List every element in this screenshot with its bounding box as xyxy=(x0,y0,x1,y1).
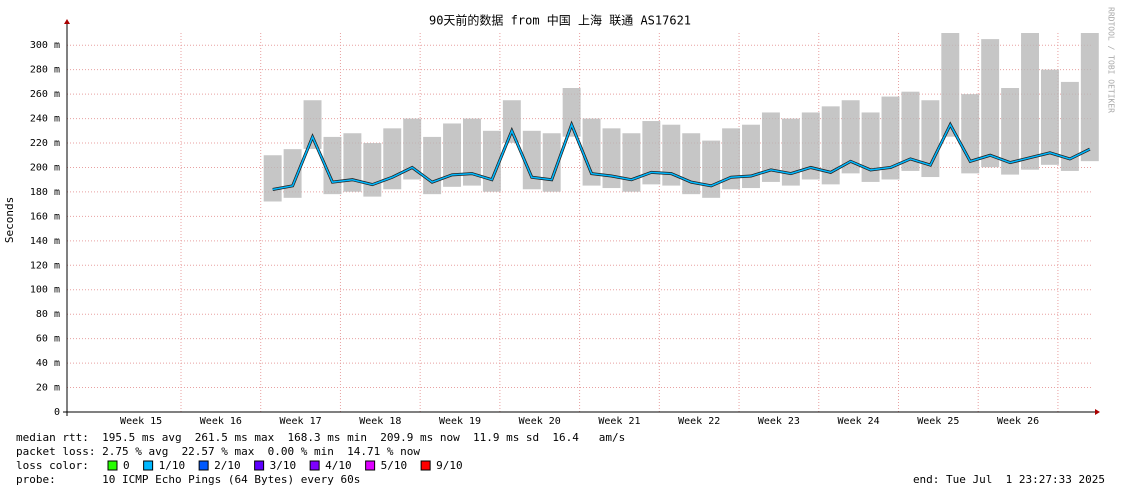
loss-entry: 0 xyxy=(123,459,130,472)
loss-swatch xyxy=(309,460,320,471)
smoke-bar xyxy=(821,106,840,185)
median-line xyxy=(272,122,1091,191)
y-tick-label: 200 m xyxy=(30,162,60,173)
smoke-bar xyxy=(363,143,382,197)
x-tick-label: Week 16 xyxy=(200,416,242,427)
y-arrow xyxy=(64,19,70,24)
smoke-bar xyxy=(781,118,800,186)
smoke-bar xyxy=(463,118,481,186)
x-tick-label: Week 21 xyxy=(598,416,640,427)
smoke-bar xyxy=(622,133,641,192)
loss-swatch xyxy=(254,460,265,471)
loss-label: loss color: xyxy=(16,459,89,472)
y-tick-label: 40 m xyxy=(36,358,60,369)
smoke-bar xyxy=(522,130,541,190)
smoke-bar xyxy=(662,124,681,186)
end-time: end: Tue Jul 1 23:27:33 2025 xyxy=(913,473,1105,486)
smoke-bar xyxy=(263,155,282,202)
loss-entry: 5/10 xyxy=(381,459,408,472)
smoke-bar xyxy=(742,124,760,189)
loss-entry: 3/10 xyxy=(270,459,297,472)
loss-swatch xyxy=(143,460,154,471)
y-tick-label: 300 m xyxy=(30,40,60,51)
y-tick-label: 280 m xyxy=(30,65,60,76)
loss-swatch xyxy=(365,460,376,471)
x-tick-label: Week 18 xyxy=(359,416,401,427)
smoke-bar xyxy=(403,118,422,180)
x-tick-label: Week 26 xyxy=(997,416,1039,427)
loss-swatch xyxy=(107,460,118,471)
smoke-bar xyxy=(542,133,561,192)
loss-entry: 2/10 xyxy=(214,459,241,472)
smoke-bar xyxy=(1040,69,1059,165)
loss-swatch xyxy=(420,460,431,471)
y-axis-label: Seconds xyxy=(3,197,16,243)
smoke-bar xyxy=(702,140,721,198)
smoke-bar xyxy=(323,136,342,195)
y-tick-label: 60 m xyxy=(36,334,60,345)
x-tick-label: Week 25 xyxy=(917,416,959,427)
y-tick-label: 0 xyxy=(54,407,60,418)
y-tick-label: 260 m xyxy=(30,89,60,100)
loss-entry: 1/10 xyxy=(159,459,186,472)
smoke-bar xyxy=(1001,88,1020,175)
smoke-bar xyxy=(642,121,661,185)
x-tick-label: Week 20 xyxy=(519,416,561,427)
smoke-bar xyxy=(602,128,621,189)
y-tick-label: 100 m xyxy=(30,285,60,296)
smoke-bar xyxy=(981,39,1000,168)
x-tick-label: Week 17 xyxy=(280,416,322,427)
y-tick-label: 20 m xyxy=(36,383,60,394)
smoke-bar xyxy=(1080,33,1099,162)
x-tick-label: Week 24 xyxy=(838,416,880,427)
stats-line: median rtt: 195.5 ms avg 261.5 ms max 16… xyxy=(16,431,625,444)
loss-swatch xyxy=(198,460,209,471)
smoke-bar xyxy=(582,118,601,186)
smoke-bar xyxy=(343,133,362,192)
smoke-bar xyxy=(941,33,960,137)
y-tick-label: 80 m xyxy=(36,309,60,320)
loss-entry: 4/10 xyxy=(325,459,352,472)
x-arrow xyxy=(1095,409,1100,415)
x-tick-label: Week 19 xyxy=(439,416,481,427)
smoke-bar xyxy=(562,88,581,137)
y-tick-label: 220 m xyxy=(30,138,60,149)
smoke-bar xyxy=(303,100,322,149)
smoke-bar xyxy=(443,123,462,187)
y-tick-label: 140 m xyxy=(30,236,60,247)
x-tick-label: Week 23 xyxy=(758,416,800,427)
smoke-bar xyxy=(502,100,521,143)
y-tick-label: 240 m xyxy=(30,114,60,125)
smoke-bar xyxy=(682,133,701,195)
smoke-bar xyxy=(482,130,501,192)
smoke-bar xyxy=(1060,81,1079,171)
y-tick-label: 160 m xyxy=(30,211,60,222)
loss-entry: 9/10 xyxy=(436,459,463,472)
smoke-bar xyxy=(901,91,920,171)
x-tick-label: Week 22 xyxy=(678,416,720,427)
stats-line: packet loss: 2.75 % avg 22.57 % max 0.00… xyxy=(16,445,420,458)
smoke-bar xyxy=(761,112,780,182)
x-tick-label: Week 15 xyxy=(120,416,162,427)
smoke-bar xyxy=(722,128,741,190)
watermark: RRDTOOL / TOBI OETIKER xyxy=(1107,7,1116,113)
probe-line: probe: 10 ICMP Echo Pings (64 Bytes) eve… xyxy=(16,473,360,486)
y-tick-label: 180 m xyxy=(30,187,60,198)
smoke-bar xyxy=(801,112,820,180)
smoke-bar xyxy=(423,136,442,195)
smoke-bar xyxy=(841,100,860,174)
smoke-bar xyxy=(861,112,880,182)
smoke-bar xyxy=(1021,33,1039,170)
y-tick-label: 120 m xyxy=(30,260,60,271)
chart-title: 90天前的数据 from 中国 上海 联通 AS17621 xyxy=(429,13,691,28)
smoke-bar xyxy=(881,96,900,180)
